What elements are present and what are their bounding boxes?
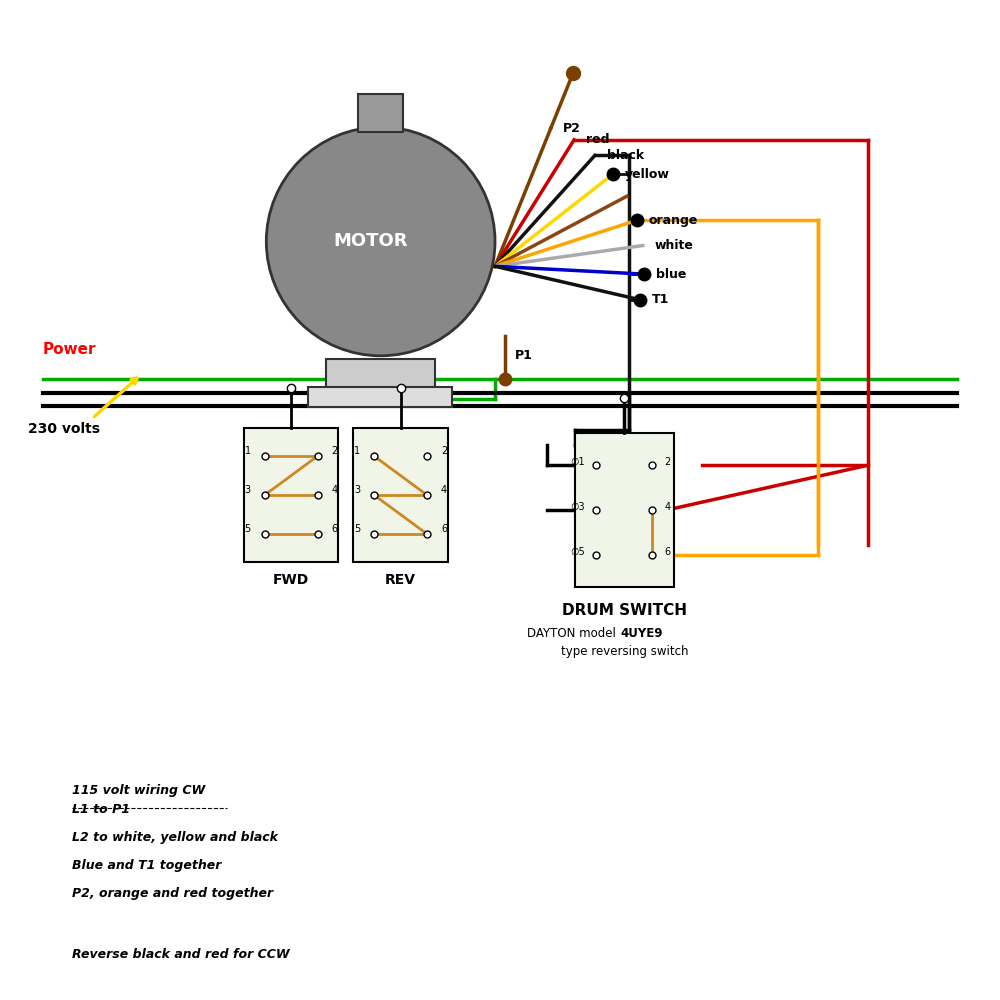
Text: 6: 6 [332, 524, 338, 534]
Text: FWD: FWD [273, 573, 309, 587]
Text: orange: orange [649, 214, 698, 227]
Text: 4UYE9: 4UYE9 [620, 627, 663, 640]
Text: 1: 1 [245, 446, 251, 456]
Bar [353, 428, 448, 562]
Text: yellow: yellow [625, 168, 669, 181]
Circle shape [266, 127, 495, 356]
Text: 4: 4 [664, 502, 670, 512]
Text: DAYTON model: DAYTON model [527, 627, 619, 640]
Text: 115 volt wiring CW: 115 volt wiring CW [72, 784, 206, 797]
Text: 4: 4 [332, 485, 338, 495]
Text: Reverse black and red for CCW: Reverse black and red for CCW [72, 948, 290, 961]
Text: blue: blue [656, 268, 686, 281]
Text: P2, orange and red together: P2, orange and red together [72, 887, 274, 900]
Text: white: white [655, 239, 694, 252]
Text: black: black [607, 149, 644, 162]
Text: 5: 5 [354, 524, 360, 534]
Text: MOTOR: MOTOR [333, 232, 408, 250]
Text: L2 to white, yellow and black: L2 to white, yellow and black [72, 831, 278, 844]
Text: 3: 3 [354, 485, 360, 495]
Text: 6: 6 [441, 524, 447, 534]
Text: 6: 6 [664, 547, 670, 557]
Text: ∅1: ∅1 [570, 457, 585, 467]
Text: type reversing switch: type reversing switch [561, 645, 688, 658]
Text: ∅3: ∅3 [570, 502, 585, 512]
Bar [575, 433, 674, 587]
Bar [244, 428, 338, 562]
Text: 4: 4 [441, 485, 447, 495]
Text: 1: 1 [354, 446, 360, 456]
Text: P2: P2 [563, 122, 581, 135]
Text: 2: 2 [441, 446, 447, 456]
Text: P1: P1 [515, 349, 533, 362]
Text: ∅5: ∅5 [570, 547, 585, 557]
Text: L1 to P1: L1 to P1 [72, 803, 130, 816]
Bar [358, 94, 403, 132]
Text: 2: 2 [664, 457, 670, 467]
Text: T1: T1 [652, 293, 670, 306]
Text: DRUM SWITCH: DRUM SWITCH [562, 603, 687, 618]
Text: 230 volts: 230 volts [28, 422, 100, 436]
Text: REV: REV [385, 573, 416, 587]
Text: 2: 2 [332, 446, 338, 456]
Text: 5: 5 [245, 524, 251, 534]
Text: Power: Power [43, 342, 96, 357]
Text: red: red [586, 133, 610, 146]
Bar [308, 387, 452, 407]
Text: 3: 3 [245, 485, 251, 495]
Text: Blue and T1 together: Blue and T1 together [72, 859, 222, 872]
Bar [326, 359, 435, 389]
